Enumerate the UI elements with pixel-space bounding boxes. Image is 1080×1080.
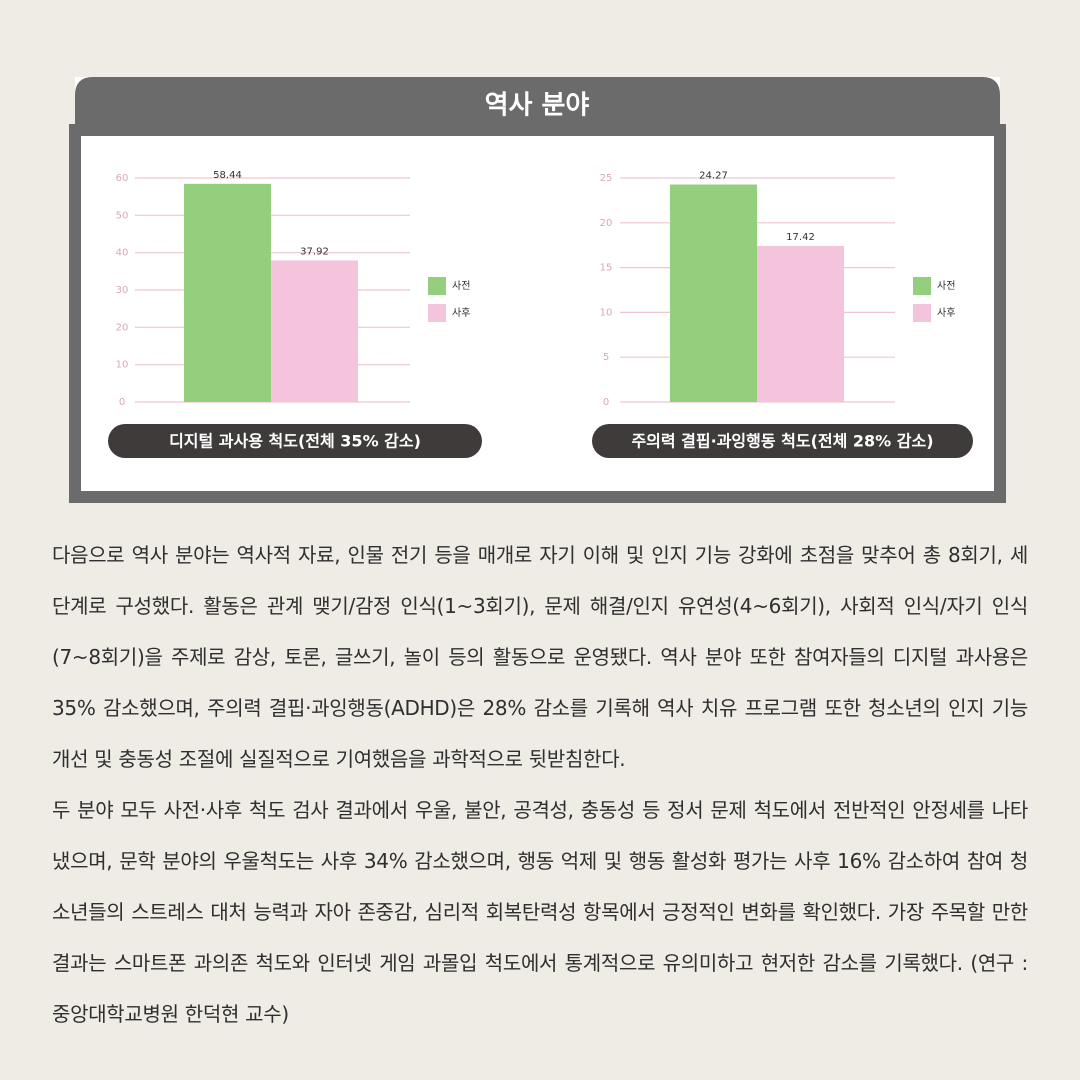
y-tick-label: 10: [600, 307, 613, 318]
y-tick-label: 20: [600, 218, 613, 229]
bar: [184, 183, 271, 402]
legend-label: 사전: [452, 280, 470, 292]
legend-swatch: [913, 304, 931, 322]
body-text: 다음으로 역사 분야는 역사적 자료, 인물 전기 등을 매개로 자기 이해 및…: [52, 530, 1028, 1040]
y-tick-label: 60: [116, 173, 129, 184]
caption-pill: [592, 424, 973, 458]
legend-swatch: [428, 277, 446, 295]
paragraph: 다음으로 역사 분야는 역사적 자료, 인물 전기 등을 매개로 자기 이해 및…: [52, 543, 1028, 771]
bar: [670, 184, 757, 402]
legend-label: 사전: [937, 280, 955, 292]
legend-label: 사후: [937, 307, 955, 319]
paragraph: 두 분야 모두 사전·사후 척도 검사 결과에서 우울, 불안, 공격성, 충동…: [52, 798, 1028, 1026]
y-tick-label: 0: [603, 397, 609, 408]
y-tick-label: 25: [600, 173, 613, 184]
bar: [271, 260, 358, 402]
y-tick-label: 10: [116, 360, 129, 371]
value-label: 58.44: [213, 170, 242, 181]
caption-pill: [108, 424, 482, 458]
y-tick-label: 50: [116, 210, 129, 221]
legend-swatch: [913, 277, 931, 295]
figure-border: [69, 124, 1006, 503]
header-banner: [75, 77, 1000, 130]
y-tick-label: 15: [600, 263, 613, 274]
bar: [757, 245, 844, 402]
chart-caption: 주의력 결핍·과잉행동 척도(전체 28% 감소): [631, 432, 933, 451]
value-label: 24.27: [699, 171, 728, 182]
y-tick-label: 40: [116, 248, 129, 259]
legend-swatch: [428, 304, 446, 322]
value-label: 37.92: [300, 246, 329, 257]
y-tick-label: 20: [116, 322, 129, 333]
y-tick-label: 5: [603, 352, 609, 363]
legend-label: 사후: [452, 307, 470, 319]
panel-title: 역사 분야: [485, 91, 590, 121]
value-label: 17.42: [786, 232, 815, 243]
y-tick-label: 30: [116, 285, 129, 296]
y-tick-label: 0: [119, 397, 125, 408]
chart-caption: 디지털 과사용 척도(전체 35% 감소): [169, 432, 421, 451]
